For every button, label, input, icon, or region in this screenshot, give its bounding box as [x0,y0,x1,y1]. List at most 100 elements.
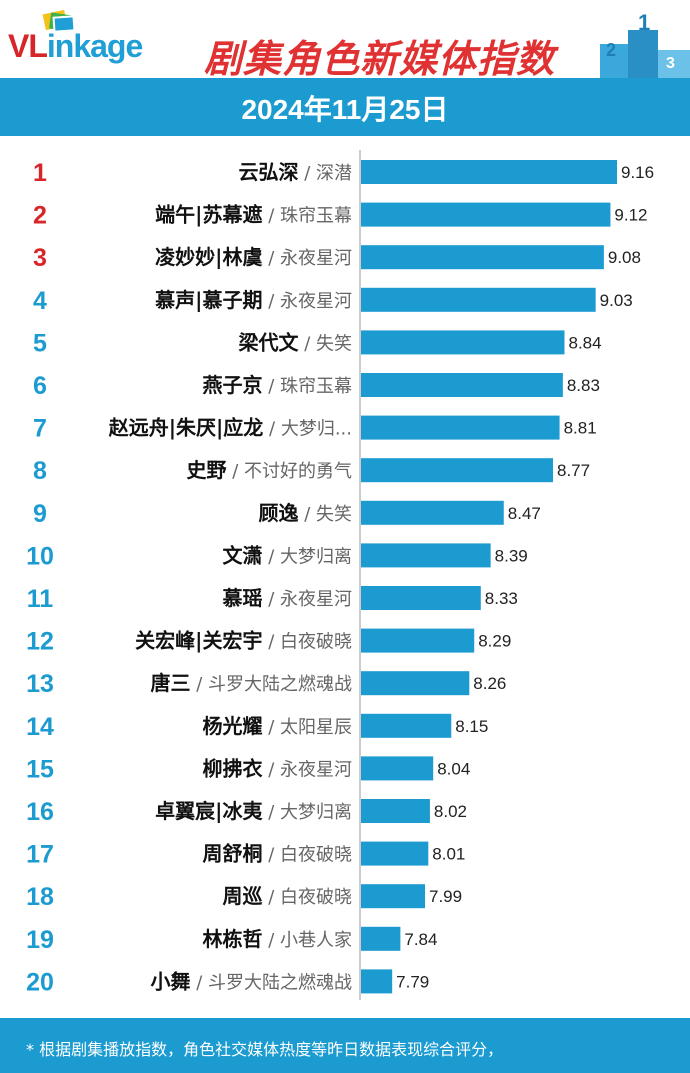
rank-number: 10 [26,542,54,570]
value-label: 8.01 [432,845,465,864]
value-label: 8.47 [508,504,541,523]
bar [361,202,611,227]
bar [361,884,425,909]
role-label: 林栋哲 / 小巷人家 [202,927,352,951]
role-label: 梁代文 / 失笑 [237,330,352,354]
role-name: 卓翼宸|冰夷 [155,799,263,823]
bar [361,373,563,397]
role-name: 关宏峰|关宏宇 [135,629,262,653]
role-label: 卓翼宸|冰夷 / 大梦归离 [155,799,352,823]
show-name: / 大梦归离 [262,546,352,567]
show-name: / 小巷人家 [262,930,352,951]
role-name: 小舞 [150,969,190,993]
logo-cards-icon [42,9,76,33]
value-label: 7.79 [396,972,429,991]
value-label: 8.84 [568,333,601,352]
value-label: 8.26 [473,674,506,693]
rank-number: 5 [33,329,47,357]
role-name: 燕子京 [202,373,262,397]
podium-number: 3 [666,55,675,72]
logo-part1: VL [8,28,48,64]
show-name: / 深潜 [298,163,352,184]
role-name: 顾逸 [258,501,298,525]
role-label: 燕子京 / 珠帘玉幕 [202,373,352,397]
show-name: / 大梦归... [263,419,352,440]
rank-number: 18 [26,883,54,911]
show-name: / 珠帘玉幕 [262,376,352,397]
value-label: 8.33 [485,589,518,608]
bar [361,330,565,355]
bar [361,671,470,696]
value-label: 8.77 [557,461,590,480]
bar [361,969,393,994]
bar [361,628,475,653]
rank-number: 1 [33,159,47,187]
date-label: 2024年11月25日 [241,94,449,125]
show-name: / 大梦归离 [262,802,352,823]
show-name: / 斗罗大陆之燃魂战 [190,674,352,695]
rank-number: 17 [26,841,54,869]
role-label: 史野 / 不讨好的勇气 [186,458,352,482]
role-name: 云弘深 [238,160,298,184]
bar [361,586,481,610]
role-name: 凌妙妙|林虞 [155,245,263,269]
footer-band [0,1018,690,1073]
bar [361,713,452,738]
show-name: / 失笑 [298,504,352,525]
bar [361,160,617,184]
podium-number: 2 [606,40,616,60]
show-name: / 不讨好的勇气 [226,461,352,482]
role-label: 慕瑶 / 永夜星河 [222,586,352,610]
show-name: / 斗罗大陆之燃魂战 [190,972,352,993]
role-name: 柳拂衣 [202,756,262,780]
rank-number: 12 [26,628,54,656]
rank-number: 14 [26,713,54,741]
podium-icon: 2 1 3 [600,10,690,78]
role-label: 端午|苏幕遮 / 珠帘玉幕 [155,203,352,227]
ranking-bar-chart: 1 云弘深 / 深潜 9.16 2 端午|苏幕遮 / 珠帘玉幕 9.12 3 凌妙妙|林虞 /… [26,150,654,1000]
value-label: 8.83 [567,376,600,395]
footnote: * 根据剧集播放指数，角色社交媒体热度等昨日数据表现综合评分， [26,1040,504,1059]
rank-number: 9 [33,500,47,528]
value-label: 8.02 [434,802,467,821]
role-name: 慕声|慕子期 [155,288,262,312]
value-label: 8.39 [495,546,528,565]
rank-number: 7 [33,415,47,443]
role-label: 顾逸 / 失笑 [258,501,352,525]
bar [361,415,560,440]
rank-number: 15 [26,755,54,783]
role-name: 林栋哲 [202,927,262,951]
value-label: 7.99 [429,887,462,906]
page-title: 剧集角色新媒体指数 [204,37,556,81]
show-name: / 太阳星辰 [262,717,352,738]
show-name: / 失笑 [298,333,352,354]
role-label: 云弘深 / 深潜 [238,160,352,184]
date-band [0,78,690,136]
role-name: 赵远舟|朱厌|应龙 [108,416,264,440]
show-name: / 白夜破晓 [262,632,352,653]
value-label: 9.08 [608,248,641,267]
role-name: 慕瑶 [222,586,262,610]
rank-number: 6 [33,372,47,400]
value-label: 8.15 [455,717,488,736]
rank-number: 16 [26,798,54,826]
role-label: 凌妙妙|林虞 / 永夜星河 [155,245,352,269]
rank-number: 3 [33,244,47,272]
rank-number: 4 [33,287,47,315]
show-name: / 永夜星河 [262,291,352,312]
role-name: 杨光耀 [202,714,262,738]
role-label: 周舒桐 / 白夜破晓 [202,842,352,866]
role-label: 柳拂衣 / 永夜星河 [202,756,352,780]
role-label: 慕声|慕子期 / 永夜星河 [155,288,352,312]
value-label: 8.29 [478,632,511,651]
value-label: 9.12 [614,206,647,225]
show-name: / 白夜破晓 [262,887,352,908]
role-label: 周巡 / 白夜破晓 [222,884,352,908]
bar [361,841,429,866]
bar [361,245,604,270]
rank-number: 13 [26,670,54,698]
role-label: 唐三 / 斗罗大陆之燃魂战 [150,671,352,695]
value-label: 8.04 [437,759,470,778]
role-label: 小舞 / 斗罗大陆之燃魂战 [150,969,352,993]
role-name: 唐三 [150,671,190,695]
